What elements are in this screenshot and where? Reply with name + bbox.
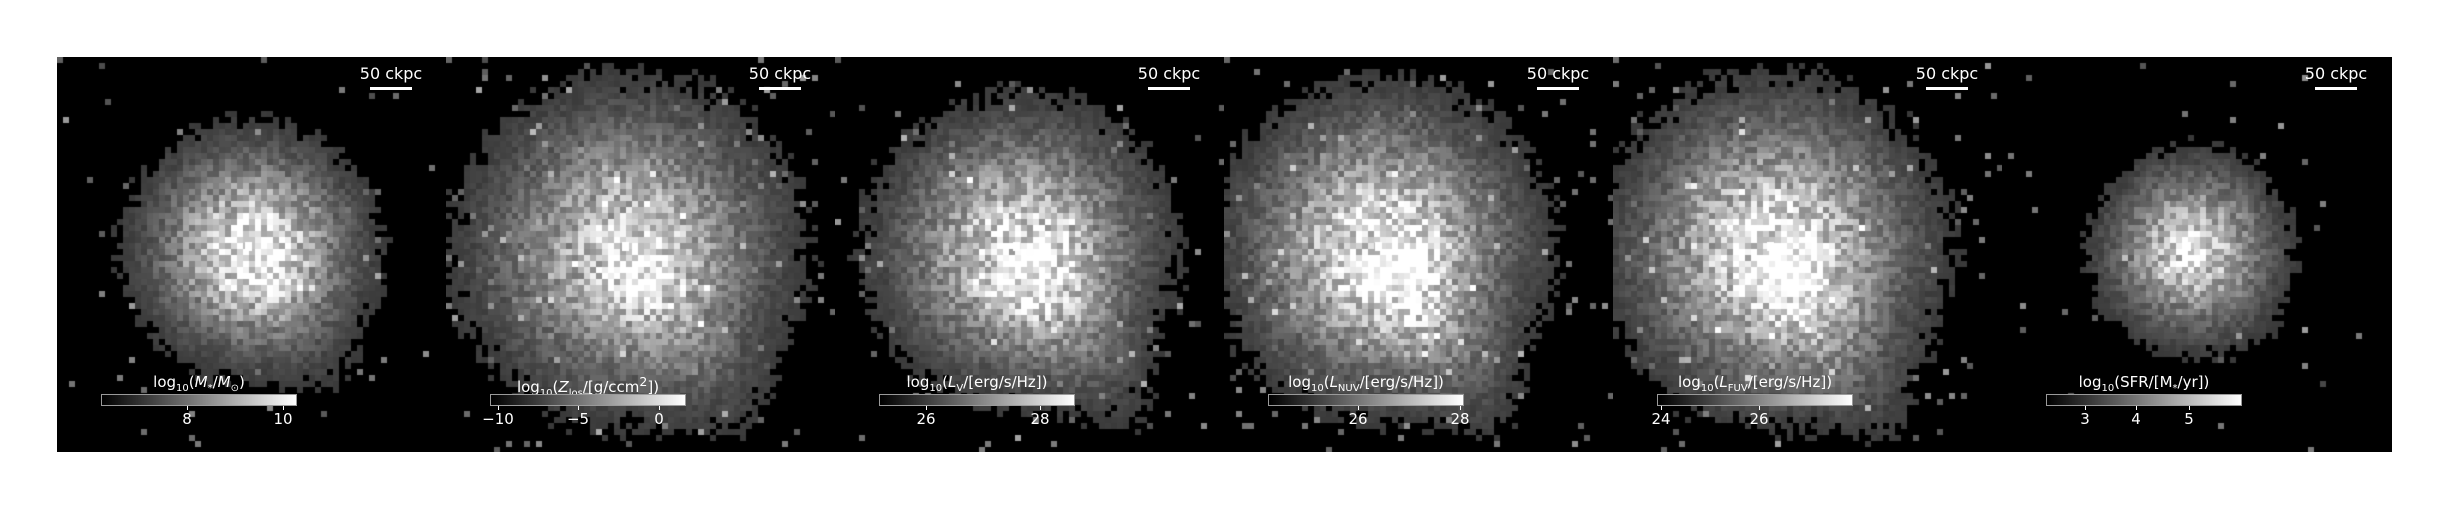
colorbar-v-band: log10(LV/[erg/s/Hz]) 26 28 bbox=[879, 373, 1075, 427]
colorbar-tick-label: 5 bbox=[2184, 410, 2194, 428]
colorbar-label: log10(M*/M⊙) bbox=[153, 373, 245, 394]
scale-bar: 50 ckpc bbox=[1124, 65, 1214, 90]
colorbar-tick-label: 4 bbox=[2131, 410, 2141, 428]
colorbar-label: log10(LNUV/[erg/s/Hz]) bbox=[1288, 373, 1444, 394]
colorbar-tick-label: −10 bbox=[482, 410, 514, 428]
galaxy-map-sfr bbox=[2002, 57, 2391, 452]
colorbar-fuv: log10(LFUV/[erg/s/Hz]) 24 26 bbox=[1651, 373, 1853, 427]
scale-bar-line bbox=[370, 87, 412, 90]
colorbar-tick bbox=[2136, 406, 2137, 410]
scale-bar-line bbox=[759, 87, 801, 90]
galaxy-map-v-band bbox=[835, 57, 1224, 452]
colorbar-label: log10(LV/[erg/s/Hz]) bbox=[906, 373, 1048, 394]
colorbar-gradient bbox=[1657, 394, 1853, 406]
colorbar-stellar-mass: log10(M*/M⊙) 8 10 bbox=[101, 373, 297, 427]
scale-bar: 50 ckpc bbox=[1513, 65, 1603, 90]
colorbar-tick bbox=[1460, 406, 1461, 410]
scale-bar-line bbox=[1148, 87, 1190, 90]
colorbar-nuv: log10(LNUV/[erg/s/Hz]) 26 28 bbox=[1268, 373, 1470, 427]
colorbar-gradient bbox=[2046, 394, 2242, 406]
scale-bar-label: 50 ckpc bbox=[1915, 64, 1979, 83]
colorbar-tick-label: 26 bbox=[1348, 410, 1368, 428]
image-strip: 50 ckpc log10(M*/M⊙) 8 10 50 ckpc log10(Zlos/… bbox=[57, 57, 2392, 452]
panel-stellar-mass: 50 ckpc log10(M*/M⊙) 8 10 bbox=[57, 57, 446, 452]
colorbar-tick bbox=[2085, 406, 2086, 410]
scale-bar-label: 50 ckpc bbox=[1526, 64, 1590, 83]
colorbar-gradient bbox=[879, 394, 1075, 406]
colorbar-tick bbox=[1661, 406, 1662, 410]
panel-metallicity: 50 ckpc log10(Zlos/[g/ccm2])−10 −5 0 bbox=[446, 57, 835, 452]
colorbar-tick bbox=[187, 406, 188, 410]
colorbar-tick bbox=[578, 406, 579, 410]
panel-nuv: 50 ckpc log10(LNUV/[erg/s/Hz]) 26 28 bbox=[1224, 57, 1613, 452]
colorbar-gradient bbox=[101, 394, 297, 406]
colorbar-tick bbox=[1358, 406, 1359, 410]
panel-sfr: 50 ckpc log10(SFR/[M*/yr]) 3 4 5 bbox=[2002, 57, 2391, 452]
galaxy-map-stellar-mass bbox=[57, 57, 446, 452]
galaxy-map-fuv bbox=[1613, 57, 2002, 452]
panel-v-band: 50 ckpc log10(LV/[erg/s/Hz]) 26 28 bbox=[835, 57, 1224, 452]
scale-bar-label: 50 ckpc bbox=[359, 64, 423, 83]
colorbar-tick-label: 28 bbox=[1450, 410, 1470, 428]
scale-bar-line bbox=[1926, 87, 1968, 90]
colorbar-label: log10(SFR/[M*/yr]) bbox=[2078, 373, 2210, 394]
scale-bar-line bbox=[1537, 87, 1579, 90]
colorbar-tick-label: 3 bbox=[2080, 410, 2090, 428]
colorbar-tick-label: 10 bbox=[273, 410, 293, 428]
colorbar-tick-label: 26 bbox=[916, 410, 936, 428]
scale-bar-label: 50 ckpc bbox=[2304, 64, 2368, 83]
colorbar-tick-label: −5 bbox=[566, 410, 590, 428]
colorbar-label: log10(Zlos/[g/ccm2]) bbox=[516, 374, 660, 399]
panel-fuv: 50 ckpc log10(LFUV/[erg/s/Hz]) 24 26 bbox=[1613, 57, 2002, 452]
colorbar-label: log10(LFUV/[erg/s/Hz]) bbox=[1677, 373, 1833, 394]
colorbar-tick bbox=[1759, 406, 1760, 410]
colorbar-tick bbox=[2189, 406, 2190, 410]
colorbar-tick bbox=[1040, 406, 1041, 410]
colorbar-tick-label: 0 bbox=[654, 410, 664, 428]
scale-bar: 50 ckpc bbox=[2291, 65, 2381, 90]
scale-bar-label: 50 ckpc bbox=[1137, 64, 1201, 83]
colorbar-metallicity: log10(Zlos/[g/ccm2])−10 −5 0 bbox=[482, 373, 686, 427]
scale-bar: 50 ckpc bbox=[735, 65, 825, 90]
colorbar-tick bbox=[498, 406, 499, 410]
colorbar-tick bbox=[283, 406, 284, 410]
colorbar-gradient bbox=[1268, 394, 1464, 406]
colorbar-tick-label: 24 bbox=[1651, 410, 1671, 428]
colorbar-tick bbox=[659, 406, 660, 410]
colorbar-tick-label: 8 bbox=[182, 410, 192, 428]
colorbar-tick-label: 28 bbox=[1030, 410, 1050, 428]
galaxy-map-nuv bbox=[1224, 57, 1613, 452]
colorbar-gradient bbox=[490, 394, 686, 406]
colorbar-tick-label: 26 bbox=[1749, 410, 1769, 428]
scale-bar-line bbox=[2315, 87, 2357, 90]
colorbar-sfr: log10(SFR/[M*/yr]) 3 4 5 bbox=[2046, 373, 2242, 427]
scale-bar: 50 ckpc bbox=[1902, 65, 1992, 90]
scale-bar-label: 50 ckpc bbox=[748, 64, 812, 83]
galaxy-map-metallicity bbox=[446, 57, 835, 452]
scale-bar: 50 ckpc bbox=[346, 65, 436, 90]
colorbar-tick bbox=[926, 406, 927, 410]
